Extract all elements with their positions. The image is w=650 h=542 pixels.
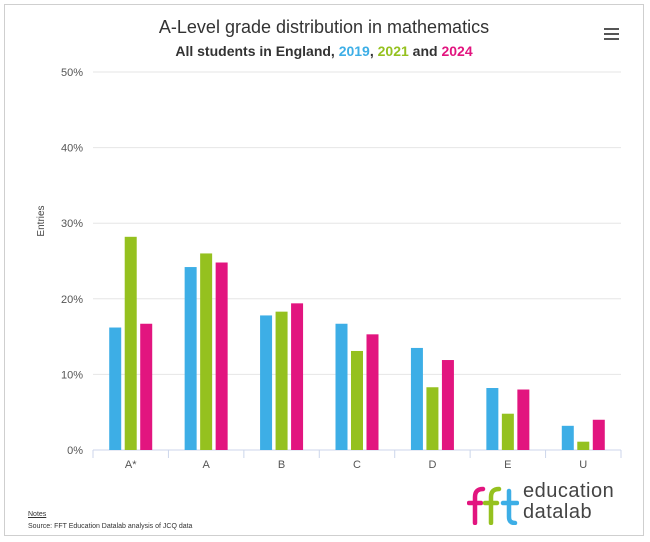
bar-e-2019 (486, 388, 499, 450)
y-axis-label: Entries (36, 205, 47, 236)
x-tick-label: A* (125, 459, 137, 471)
chart-title: A-Level grade distribution in mathematic… (158, 17, 490, 37)
subtitle-year-2019: 2019 (338, 43, 370, 59)
logo-line-education: education (523, 480, 615, 502)
y-tick-label: 40% (61, 143, 83, 155)
bar-e-2021 (501, 413, 514, 450)
subtitle-sep-1: , (369, 43, 378, 59)
bar-u-2019 (561, 425, 574, 450)
y-tick-label: 0% (67, 445, 83, 457)
x-tick-label: U (579, 459, 587, 471)
x-tick-label: D (428, 459, 436, 471)
source-text: Source: FFT Education Datalab analysis o… (28, 523, 193, 530)
logo-line-datalab: datalab (523, 501, 593, 523)
bar-b-2024 (291, 303, 304, 450)
hamburger-menu-icon[interactable] (602, 25, 622, 41)
bar-astar-2019 (109, 327, 122, 450)
bar-e-2024 (517, 389, 530, 450)
x-tick-label: C (353, 459, 361, 471)
bar-chart: 0% 10% 20% 30% 40% 50% Entries A* A B C D E U (36, 67, 622, 471)
chart-container: A-Level grade distribution in mathematic… (4, 4, 644, 536)
bar-d-2019 (410, 347, 423, 450)
bar-d-2024 (441, 360, 454, 450)
bar-u-2021 (577, 441, 590, 450)
subtitle-year-2024: 2024 (441, 43, 473, 59)
chart-subtitle: All students in England, 2019, 2021 and … (5, 43, 643, 59)
bar-c-2021 (351, 350, 363, 450)
bar-astar-2024 (140, 323, 153, 450)
y-tick-label: 30% (61, 218, 83, 230)
bar-astar-2021 (124, 236, 137, 450)
subtitle-prefix: All students in England, (175, 43, 339, 59)
bar-b-2019 (260, 315, 273, 450)
x-tick-label: B (278, 459, 285, 471)
notes-link[interactable]: Notes (28, 511, 47, 518)
fft-logo-mark (467, 486, 519, 525)
y-tick-label: 20% (61, 294, 83, 306)
bar-c-2019 (335, 323, 348, 450)
bar-a-2021 (200, 253, 213, 450)
bar-a-2019 (184, 267, 197, 450)
bar-a-2024 (215, 262, 228, 450)
x-tick-label: E (504, 459, 511, 471)
subtitle-sep-2: and (408, 43, 442, 59)
bar-d-2021 (426, 387, 439, 450)
fft-education-datalab-logo: education datalab (467, 481, 637, 527)
logo-wordmark: education datalab (523, 481, 614, 523)
y-tick-label: 50% (61, 67, 83, 79)
y-tick-label: 10% (61, 369, 83, 381)
bar-u-2024 (592, 419, 605, 450)
x-tick-label: A (202, 459, 210, 471)
bar-b-2021 (275, 311, 288, 450)
subtitle-year-2021: 2021 (377, 43, 409, 59)
bar-c-2024 (366, 334, 379, 450)
